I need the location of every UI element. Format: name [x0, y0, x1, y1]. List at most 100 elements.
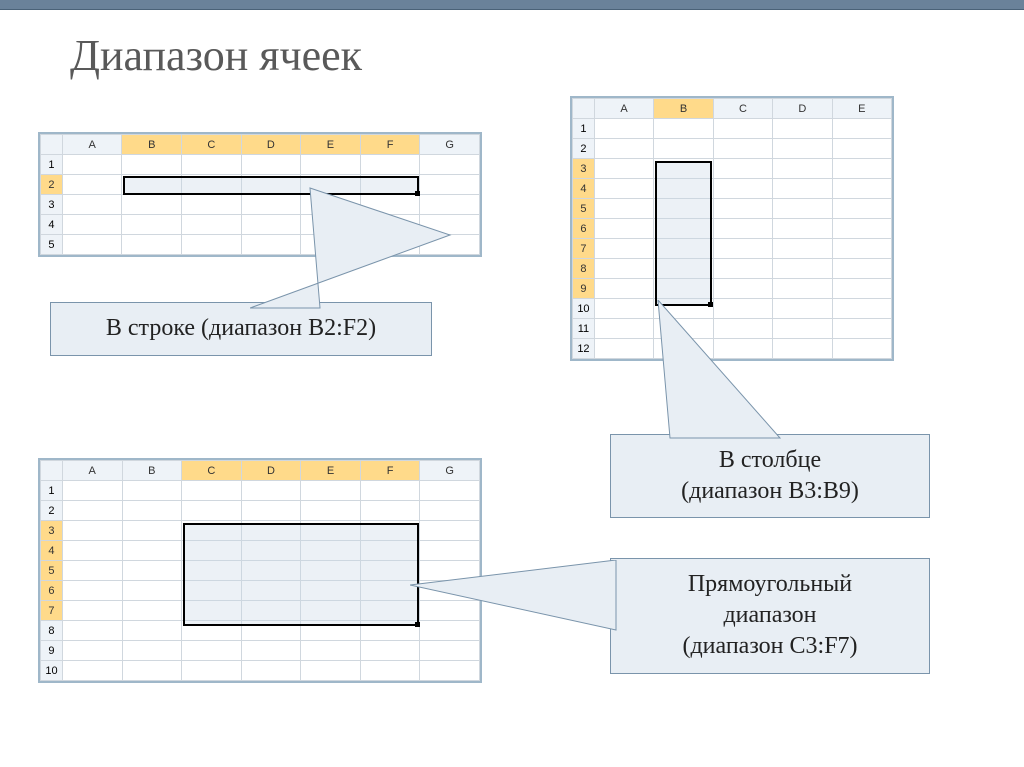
cell: [301, 601, 361, 621]
column-header: E: [301, 135, 361, 155]
column-header: A: [594, 99, 653, 119]
cell: [62, 155, 122, 175]
cell: [832, 119, 891, 139]
cell: [594, 339, 653, 359]
cell: [182, 641, 242, 661]
cell: [594, 239, 653, 259]
callout-col-line1: В столбце: [719, 447, 821, 473]
cell: [360, 641, 420, 661]
cell: [773, 179, 832, 199]
row-header: 4: [41, 215, 63, 235]
cell: [420, 175, 480, 195]
row-header: 10: [573, 299, 595, 319]
column-header: E: [301, 461, 361, 481]
column-header: G: [420, 135, 480, 155]
column-header: E: [832, 99, 891, 119]
callout-row-text: В строке (диапазон В2:F2): [106, 315, 376, 341]
cell: [654, 139, 713, 159]
cell: [420, 541, 480, 561]
callout-rect-line1: Прямоугольный: [688, 571, 852, 597]
callout-col-range: В столбце (диапазон В3:В9): [610, 434, 930, 518]
cell: [301, 195, 361, 215]
cell: [241, 601, 301, 621]
cell: [301, 175, 361, 195]
row-header: 3: [41, 195, 63, 215]
cell: [182, 601, 242, 621]
cell: [122, 541, 182, 561]
cell: [654, 239, 713, 259]
cell: [773, 199, 832, 219]
row-header: 2: [573, 139, 595, 159]
cell: [420, 501, 480, 521]
grid-corner: [41, 135, 63, 155]
cell: [122, 561, 182, 581]
cell: [241, 541, 301, 561]
cell: [182, 581, 242, 601]
cell: [122, 215, 182, 235]
cell: [62, 195, 122, 215]
cell: [594, 179, 653, 199]
cell: [62, 661, 122, 681]
cell: [62, 601, 122, 621]
cell: [713, 239, 772, 259]
cell: [713, 299, 772, 319]
cell: [360, 601, 420, 621]
row-header: 11: [573, 319, 595, 339]
cell: [713, 339, 772, 359]
cell: [360, 215, 420, 235]
column-header: C: [182, 135, 242, 155]
cell: [122, 155, 182, 175]
cell: [360, 175, 420, 195]
cell: [594, 319, 653, 339]
cell: [122, 481, 182, 501]
cell: [360, 581, 420, 601]
row-header: 3: [573, 159, 595, 179]
row-header: 6: [41, 581, 63, 601]
column-header: D: [241, 461, 301, 481]
row-header: 6: [573, 219, 595, 239]
cell: [832, 159, 891, 179]
cell: [122, 175, 182, 195]
cell: [654, 219, 713, 239]
cell: [62, 621, 122, 641]
excel-grid-row-selection: ABCDEFG12345: [38, 132, 482, 257]
cell: [301, 581, 361, 601]
cell: [773, 159, 832, 179]
cell: [241, 155, 301, 175]
cell: [773, 339, 832, 359]
cell: [594, 279, 653, 299]
cell: [773, 119, 832, 139]
cell: [420, 581, 480, 601]
cell: [301, 561, 361, 581]
cell: [654, 119, 713, 139]
row-header: 4: [41, 541, 63, 561]
cell: [182, 215, 242, 235]
cell: [241, 581, 301, 601]
cell: [241, 621, 301, 641]
cell: [832, 179, 891, 199]
cell: [62, 541, 122, 561]
cell: [773, 299, 832, 319]
excel-grid-col-selection: ABCDE123456789101112: [570, 96, 894, 361]
row-header: 12: [573, 339, 595, 359]
cell: [122, 581, 182, 601]
cell: [182, 621, 242, 641]
callout-rect-line3: (диапазон С3:F7): [682, 633, 857, 659]
row-header: 5: [573, 199, 595, 219]
row-header: 5: [41, 235, 63, 255]
cell: [654, 259, 713, 279]
cell: [420, 561, 480, 581]
row-header: 2: [41, 501, 63, 521]
cell: [713, 219, 772, 239]
column-header: A: [62, 461, 122, 481]
cell: [182, 481, 242, 501]
cell: [241, 561, 301, 581]
column-header: C: [713, 99, 772, 119]
cell: [713, 199, 772, 219]
cell: [241, 215, 301, 235]
row-header: 8: [573, 259, 595, 279]
cell: [773, 239, 832, 259]
column-header: G: [420, 461, 480, 481]
cell: [122, 621, 182, 641]
cell: [62, 215, 122, 235]
